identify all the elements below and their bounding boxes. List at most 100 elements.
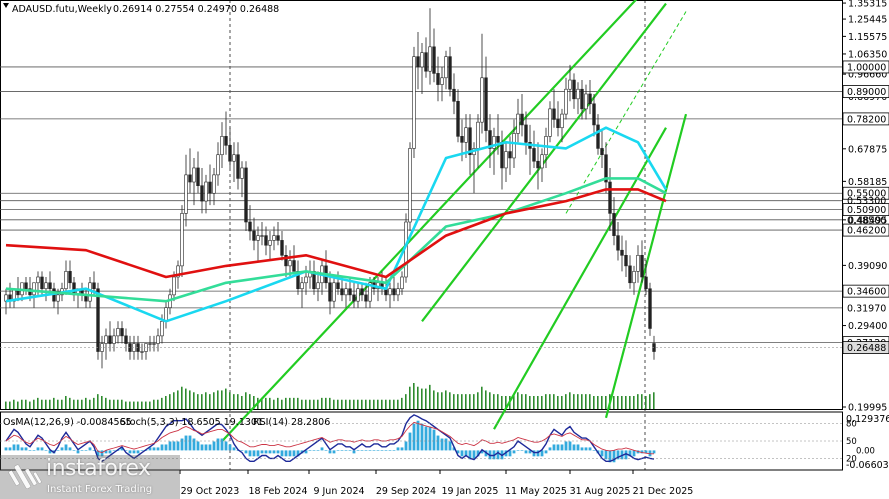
osma-bar bbox=[652, 450, 656, 454]
volume-bar bbox=[289, 397, 291, 409]
osma-bar bbox=[208, 444, 212, 451]
osma-bar bbox=[628, 450, 632, 457]
candle-body bbox=[32, 282, 36, 296]
candle-body bbox=[96, 288, 100, 352]
candle-body bbox=[588, 93, 592, 105]
osma-bar bbox=[276, 450, 280, 454]
osma-bar bbox=[156, 447, 160, 451]
candle-body bbox=[204, 181, 208, 202]
candle-body bbox=[164, 307, 168, 322]
osma-bar bbox=[520, 450, 524, 452]
osma-bar bbox=[40, 447, 44, 451]
volume-bar bbox=[49, 399, 51, 409]
osma-bar bbox=[572, 444, 576, 451]
volume-bar bbox=[309, 399, 311, 409]
volume-bar bbox=[101, 396, 103, 409]
volume-bar bbox=[113, 399, 115, 409]
osma-bar bbox=[116, 450, 120, 452]
price-level-label: 0.89000 bbox=[847, 87, 886, 98]
osma-bar bbox=[200, 444, 204, 451]
volume-bar bbox=[265, 397, 267, 409]
volume-bar bbox=[493, 394, 495, 409]
osma-label: OsMA(12,26,9) -0.0084565 bbox=[3, 417, 132, 428]
candle-body bbox=[584, 93, 588, 110]
candle-body bbox=[564, 88, 568, 115]
volume-bar bbox=[341, 399, 343, 409]
candle-body bbox=[444, 56, 448, 79]
volume-bar bbox=[5, 401, 7, 409]
osma-bar bbox=[580, 447, 584, 451]
y-axis-tick-label: 0.39090 bbox=[848, 261, 887, 272]
volume-bar bbox=[337, 399, 339, 409]
candle-body bbox=[592, 103, 596, 126]
volume-bar bbox=[61, 399, 63, 409]
volume-bar bbox=[17, 401, 19, 409]
volume-bar bbox=[173, 392, 175, 409]
osma-bar bbox=[496, 450, 500, 460]
osma-bar bbox=[464, 450, 468, 457]
osma-bar bbox=[192, 438, 196, 451]
volume-bar bbox=[269, 397, 271, 409]
y-axis-tick-label: 1.15575 bbox=[848, 32, 887, 43]
osma-bar bbox=[80, 450, 84, 452]
volume-bar bbox=[65, 396, 67, 409]
volume-bar bbox=[429, 384, 431, 409]
current-price-label: 0.26488 bbox=[847, 343, 886, 354]
osma-bar bbox=[448, 441, 452, 451]
osma-bar bbox=[608, 450, 612, 463]
volume-bar bbox=[105, 397, 107, 409]
volume-bar bbox=[205, 392, 207, 409]
volume-bar bbox=[409, 386, 411, 409]
candle-body bbox=[480, 77, 484, 123]
osma-bar bbox=[556, 444, 560, 451]
volume-bar bbox=[41, 399, 43, 409]
price-level-label: 1.00000 bbox=[847, 62, 886, 73]
volume-bar bbox=[537, 396, 539, 409]
osma-bar bbox=[60, 447, 64, 451]
volume-bar bbox=[129, 401, 131, 409]
volume-bar bbox=[585, 394, 587, 409]
volume-bar bbox=[401, 397, 403, 409]
volume-bar bbox=[533, 396, 535, 409]
osma-bar bbox=[420, 423, 424, 451]
candle-body bbox=[452, 88, 456, 102]
candle-body bbox=[92, 282, 96, 290]
candle-body bbox=[488, 130, 492, 149]
volume-bar bbox=[293, 397, 295, 409]
stoch-label: Stoch(5,3,3) 18.6505 19.1301 bbox=[120, 417, 263, 428]
candle-body bbox=[648, 288, 652, 329]
volume-bar bbox=[469, 394, 471, 409]
volume-bar bbox=[317, 399, 319, 409]
volume-bar bbox=[285, 397, 287, 409]
osma-bar bbox=[588, 447, 592, 451]
candle-body bbox=[276, 235, 280, 241]
price-level-label-box bbox=[842, 112, 889, 126]
current-price-label-box bbox=[842, 341, 889, 354]
candle-body bbox=[232, 154, 236, 162]
osma-bar bbox=[444, 438, 448, 451]
volume-bar bbox=[381, 399, 383, 409]
x-axis-tick-label: 31 Aug 2025 bbox=[570, 486, 631, 497]
osma-bar bbox=[256, 450, 260, 457]
osma-bar bbox=[308, 450, 312, 452]
osma-bar bbox=[28, 450, 32, 452]
candle-body bbox=[356, 288, 360, 302]
osma-bar bbox=[508, 450, 512, 457]
candle-body bbox=[508, 151, 512, 159]
volume-bar bbox=[473, 394, 475, 409]
osma-bar bbox=[244, 450, 248, 454]
osc-scale-top: 0.129376 bbox=[846, 414, 889, 425]
candle-body bbox=[504, 151, 508, 169]
osma-bar bbox=[332, 450, 336, 454]
osma-bar bbox=[404, 441, 408, 451]
volume-bar bbox=[249, 394, 251, 409]
candle-body bbox=[292, 260, 296, 272]
candle-body bbox=[116, 328, 120, 337]
volume-bar bbox=[325, 397, 327, 409]
volume-bar bbox=[549, 394, 551, 409]
volume-bar bbox=[73, 399, 75, 409]
volume-bar bbox=[605, 396, 607, 409]
osma-bar bbox=[204, 444, 208, 451]
osma-bar bbox=[248, 450, 252, 457]
